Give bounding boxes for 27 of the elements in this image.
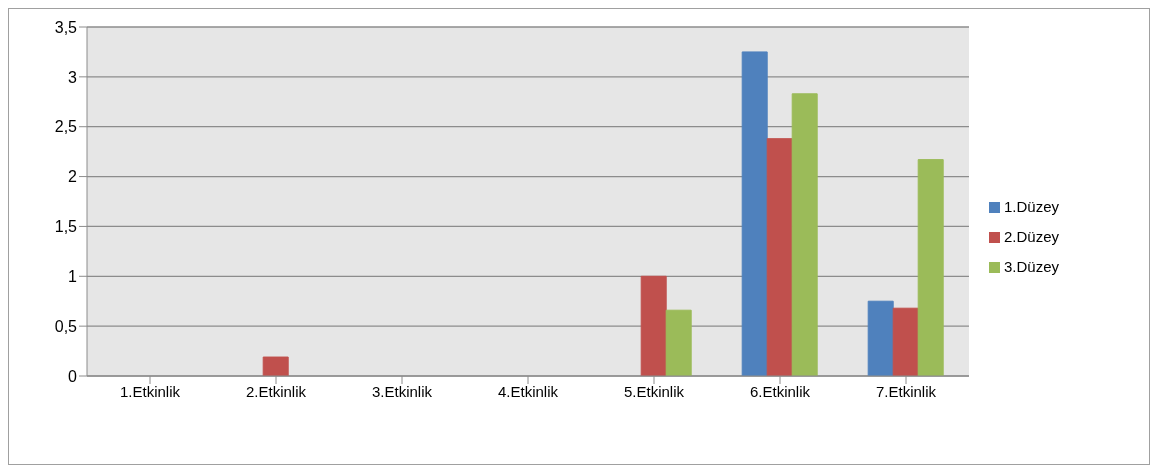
y-tick-label: 1,5 xyxy=(54,218,78,236)
bar xyxy=(640,275,667,376)
bar xyxy=(665,309,692,376)
legend-label: 3.Düzey xyxy=(1004,257,1060,275)
bar xyxy=(892,307,919,376)
x-tick-label: 7.Etkinlik xyxy=(875,382,937,400)
y-tick-label: 2,5 xyxy=(54,118,78,136)
y-tick-label: 1 xyxy=(68,267,78,285)
y-tick-label: 0,5 xyxy=(54,317,78,335)
x-tick-label: 3.Etkinlik xyxy=(371,382,433,400)
y-tick-label: 3,5 xyxy=(54,18,78,36)
x-tick-label: 2.Etkinlik xyxy=(245,382,307,400)
bar xyxy=(741,51,768,376)
y-tick-label: 0 xyxy=(68,367,78,385)
legend-label: 2.Düzey xyxy=(1004,227,1060,245)
bar xyxy=(867,300,894,376)
bar xyxy=(917,159,944,376)
legend-label: 1.Düzey xyxy=(1004,197,1060,215)
y-tick-label: 3 xyxy=(68,68,78,86)
x-tick-label: 6.Etkinlik xyxy=(749,382,811,400)
x-tick-label: 4.Etkinlik xyxy=(497,382,559,400)
x-tick-label: 1.Etkinlik xyxy=(119,382,181,400)
y-tick-label: 2 xyxy=(68,168,78,186)
bar xyxy=(262,356,289,376)
bar xyxy=(766,138,793,376)
x-tick-label: 5.Etkinlik xyxy=(623,382,685,400)
bar xyxy=(791,93,818,376)
